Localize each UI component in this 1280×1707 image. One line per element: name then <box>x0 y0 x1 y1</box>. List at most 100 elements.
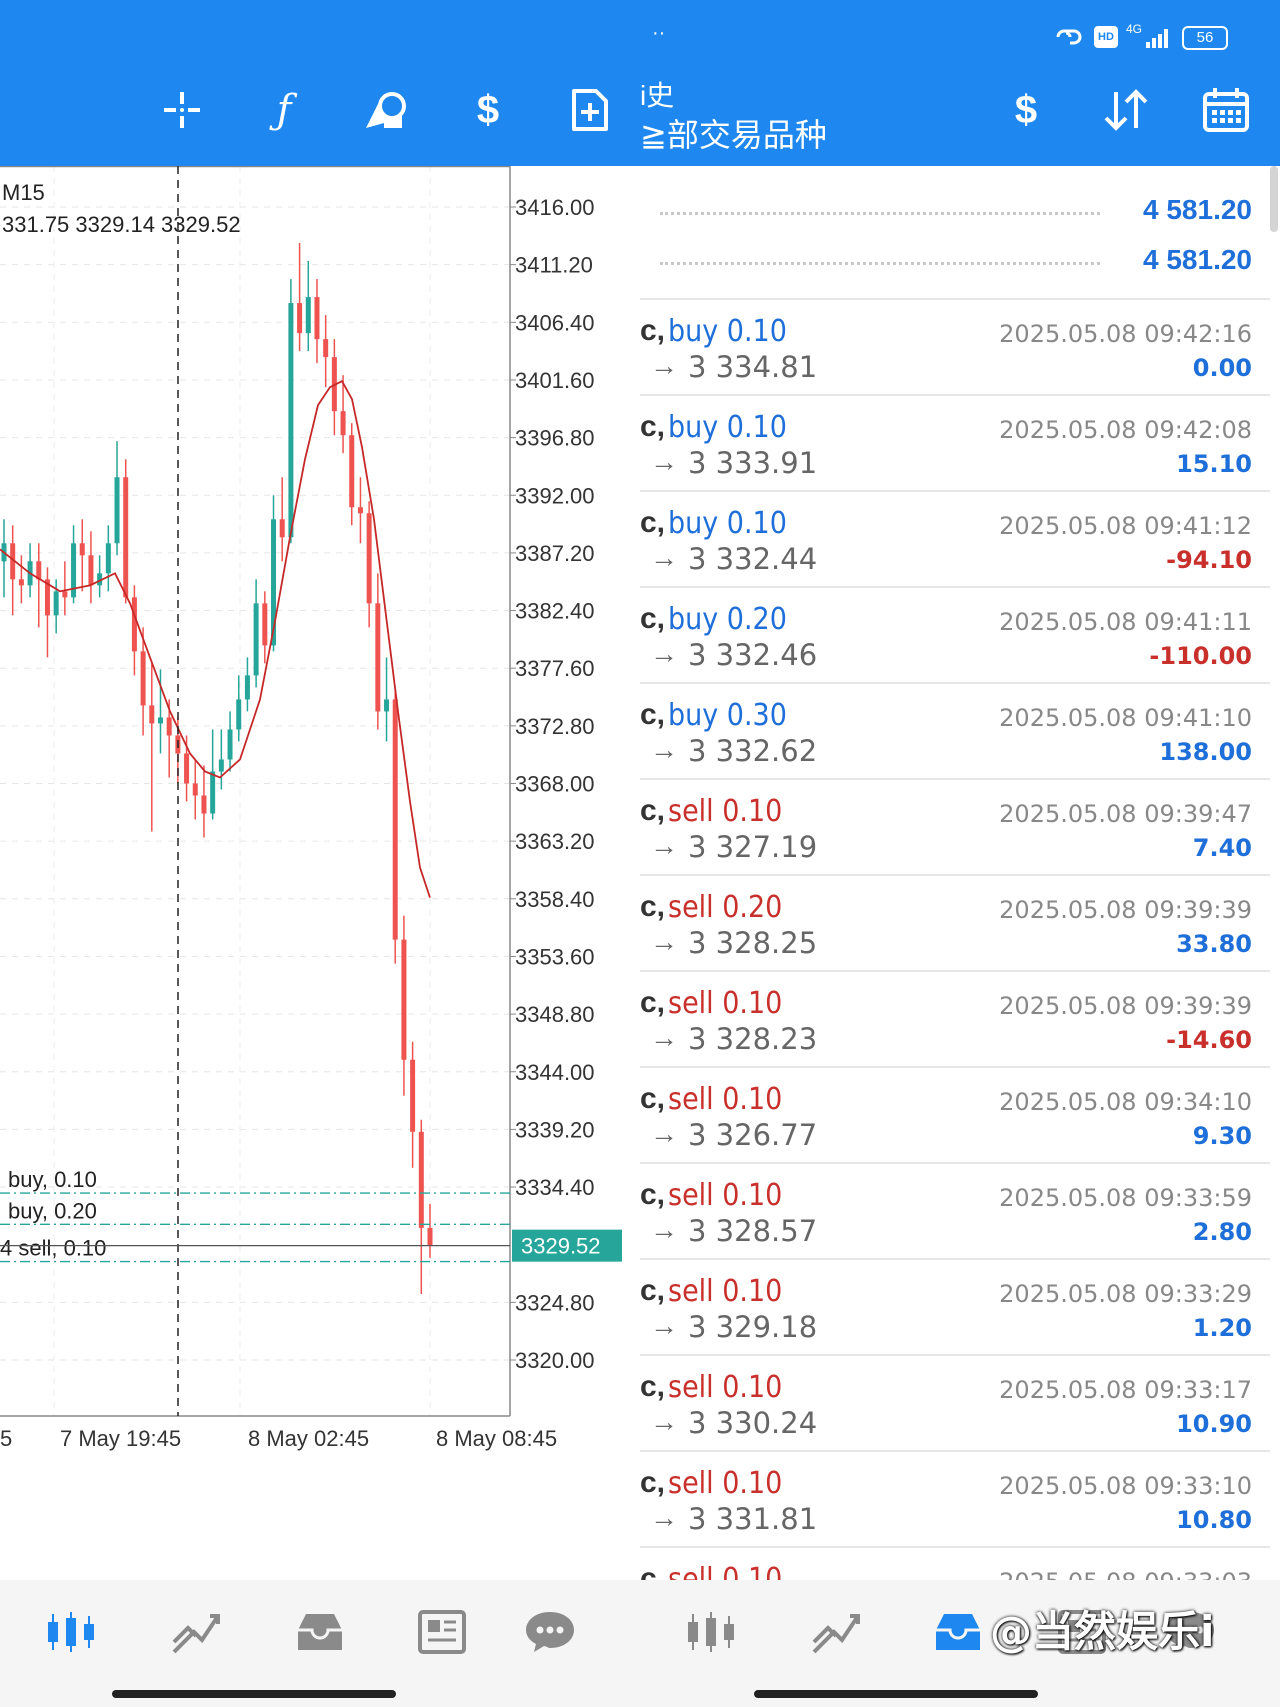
quotes-icon[interactable] <box>682 1602 742 1662</box>
price-tick-label: 3392.00 <box>515 483 595 508</box>
trade-profit: 10.80 <box>1176 1506 1252 1534</box>
candle-body <box>10 543 16 580</box>
trade-time: 2025.05.08 09:39:47 <box>999 800 1252 828</box>
quotes-icon[interactable] <box>42 1602 102 1662</box>
trade-time: 2025.05.08 09:41:11 <box>999 608 1252 636</box>
trade-level-label: buy, 0.10 <box>8 1167 97 1192</box>
chat-icon[interactable] <box>1160 1602 1220 1662</box>
trade-row[interactable]: c, buy 0.20 → 3 332.46 2025.05.08 09:41:11 -1… <box>640 588 1270 684</box>
trade-time: 2025.05.08 09:34:10 <box>999 1088 1252 1116</box>
trade-profit: -110.00 <box>1149 642 1252 670</box>
trade-row[interactable]: c, sell 0.10 → 3 328.57 2025.05.08 09:33:59 2… <box>640 1164 1270 1260</box>
candle-body <box>418 1131 424 1228</box>
candle-body <box>323 339 329 358</box>
trade-row[interactable]: c, buy 0.30 → 3 332.62 2025.05.08 09:41:10 13… <box>640 684 1270 780</box>
price-tick-label: 3368.00 <box>515 772 595 797</box>
trade-row[interactable]: c, sell 0.10 → 3 328.23 2025.05.08 09:39:39 -… <box>640 972 1270 1068</box>
price-tick-label: 3387.20 <box>515 541 595 566</box>
price-tick-label: 3320.00 <box>515 1348 595 1373</box>
divider <box>640 298 1270 300</box>
candle-body <box>305 297 311 334</box>
trade-type: buy 0.10 <box>668 506 787 541</box>
trade-symbol: c, <box>640 698 666 731</box>
trade-dollar-icon[interactable]: $ <box>476 87 500 132</box>
candlestick-chart[interactable]: buy, 0.10 buy, 0.20 4 sell, 0.10 3416.00 341… <box>0 166 640 1580</box>
chart-icon[interactable] <box>166 1602 226 1662</box>
time-tick-label: 7 May 19:45 <box>60 1426 181 1451</box>
trade-row[interactable]: c, sell 0.10 → 3 331.81 2025.05.08 09:33:10 1… <box>640 1452 1270 1548</box>
candle-body <box>62 591 68 598</box>
arrow-icon: → <box>650 1406 678 1437</box>
candle-body <box>157 717 163 724</box>
function-icon[interactable]: ƒ <box>276 87 292 133</box>
trade-symbol: c, <box>640 506 666 539</box>
candle-body <box>166 717 172 736</box>
candle-body <box>53 591 59 616</box>
trade-time: 2025.05.08 09:33:17 <box>999 1376 1252 1404</box>
link-icon <box>1056 29 1082 45</box>
candle-body <box>140 651 146 706</box>
trade-profit: 138.00 <box>1159 738 1252 766</box>
price-tick-label: 3324.80 <box>515 1290 595 1315</box>
objects-icon[interactable] <box>358 82 414 138</box>
trade-row[interactable]: c, sell 0.10 → 3 330.24 2025.05.08 09:33:17 1… <box>640 1356 1270 1452</box>
trade-row[interactable]: c, sell 0.20 → 3 328.25 2025.05.08 09:39:39 3… <box>640 876 1270 972</box>
home-indicator[interactable] <box>754 1690 1038 1698</box>
home-indicator[interactable] <box>112 1690 396 1698</box>
arrow-icon: → <box>650 1310 678 1341</box>
trade-time: 2025.05.08 09:41:10 <box>999 704 1252 732</box>
trade-close-price: 3 328.23 <box>688 1022 818 1056</box>
trade-history-panel[interactable]: 4 581.20 4 581.20 c, buy 0.10 → 3 334.81 202… <box>640 166 1280 1580</box>
trade-close-price: 3 328.25 <box>688 926 818 960</box>
candle-body <box>410 1059 416 1132</box>
candle-body <box>244 675 250 700</box>
price-tick-label: 3358.40 <box>515 887 595 912</box>
candle-body <box>131 597 137 652</box>
trade-row[interactable]: c, buy 0.10 → 3 334.81 2025.05.08 09:42:16 0.… <box>640 300 1270 396</box>
price-tick-label: 3377.60 <box>515 656 595 681</box>
scrollbar[interactable] <box>1270 166 1278 232</box>
sort-icon[interactable] <box>1098 82 1154 138</box>
crosshair-icon[interactable] <box>154 82 210 138</box>
trade-icon[interactable] <box>928 1602 988 1662</box>
candle-body <box>44 579 50 616</box>
arrow-icon: → <box>650 1118 678 1149</box>
trade-profit: -94.10 <box>1166 546 1252 574</box>
chat-icon[interactable] <box>520 1602 580 1662</box>
news-icon[interactable] <box>1052 1602 1112 1662</box>
trade-type: sell 0.10 <box>668 1370 783 1405</box>
chart-icon[interactable] <box>806 1602 866 1662</box>
dotted-leader <box>660 262 1100 265</box>
price-tick-label: 3401.60 <box>515 368 595 393</box>
status-dots: ·· <box>652 22 666 44</box>
trade-row[interactable]: c, sell 0.10 → 3 327.19 2025.05.08 09:39:47 7… <box>640 780 1270 876</box>
trade-row[interactable]: c,sell 0.10 2025.05.08 09:33:03 <box>640 1548 1270 1580</box>
candle-body <box>271 519 277 646</box>
trade-time: 2025.05.08 09:33:03 <box>999 1568 1252 1580</box>
price-chart[interactable]: buy, 0.10 buy, 0.20 4 sell, 0.10 3416.00 341… <box>0 166 640 1580</box>
candle-body <box>18 579 24 586</box>
calendar-icon[interactable] <box>1198 82 1254 138</box>
trade-symbol: c, <box>640 1274 666 1307</box>
price-tick-label: 3396.80 <box>515 426 595 451</box>
new-document-icon[interactable] <box>562 82 618 138</box>
trade-time: 2025.05.08 09:42:16 <box>999 320 1252 348</box>
price-tick-label: 3353.60 <box>515 944 595 969</box>
trade-symbol: c, <box>640 1370 666 1403</box>
trade-row[interactable]: c, buy 0.10 → 3 332.44 2025.05.08 09:41:12 -9… <box>640 492 1270 588</box>
symbol-filter[interactable]: ≧部交易品种 <box>640 117 827 153</box>
trade-icon[interactable] <box>290 1602 350 1662</box>
battery-icon: 56 <box>1182 26 1228 50</box>
trade-row[interactable]: c, buy 0.10 → 3 333.91 2025.05.08 09:42:08 15… <box>640 396 1270 492</box>
candle-body <box>349 435 355 508</box>
trade-dollar-icon[interactable]: $ <box>1014 87 1038 132</box>
news-icon[interactable] <box>412 1602 472 1662</box>
time-tick-label: 8 May 02:45 <box>248 1426 369 1451</box>
trade-type: sell 0.10 <box>668 1466 783 1501</box>
candle-body <box>192 783 198 796</box>
candle-body <box>392 699 398 940</box>
trade-row[interactable]: c, sell 0.10 → 3 329.18 2025.05.08 09:33:29 1… <box>640 1260 1270 1356</box>
trade-row[interactable]: c, sell 0.10 → 3 326.77 2025.05.08 09:34:10 9… <box>640 1068 1270 1164</box>
price-tick-label: 3411.20 <box>515 253 593 278</box>
trade-type: sell 0.10 <box>668 1178 783 1213</box>
